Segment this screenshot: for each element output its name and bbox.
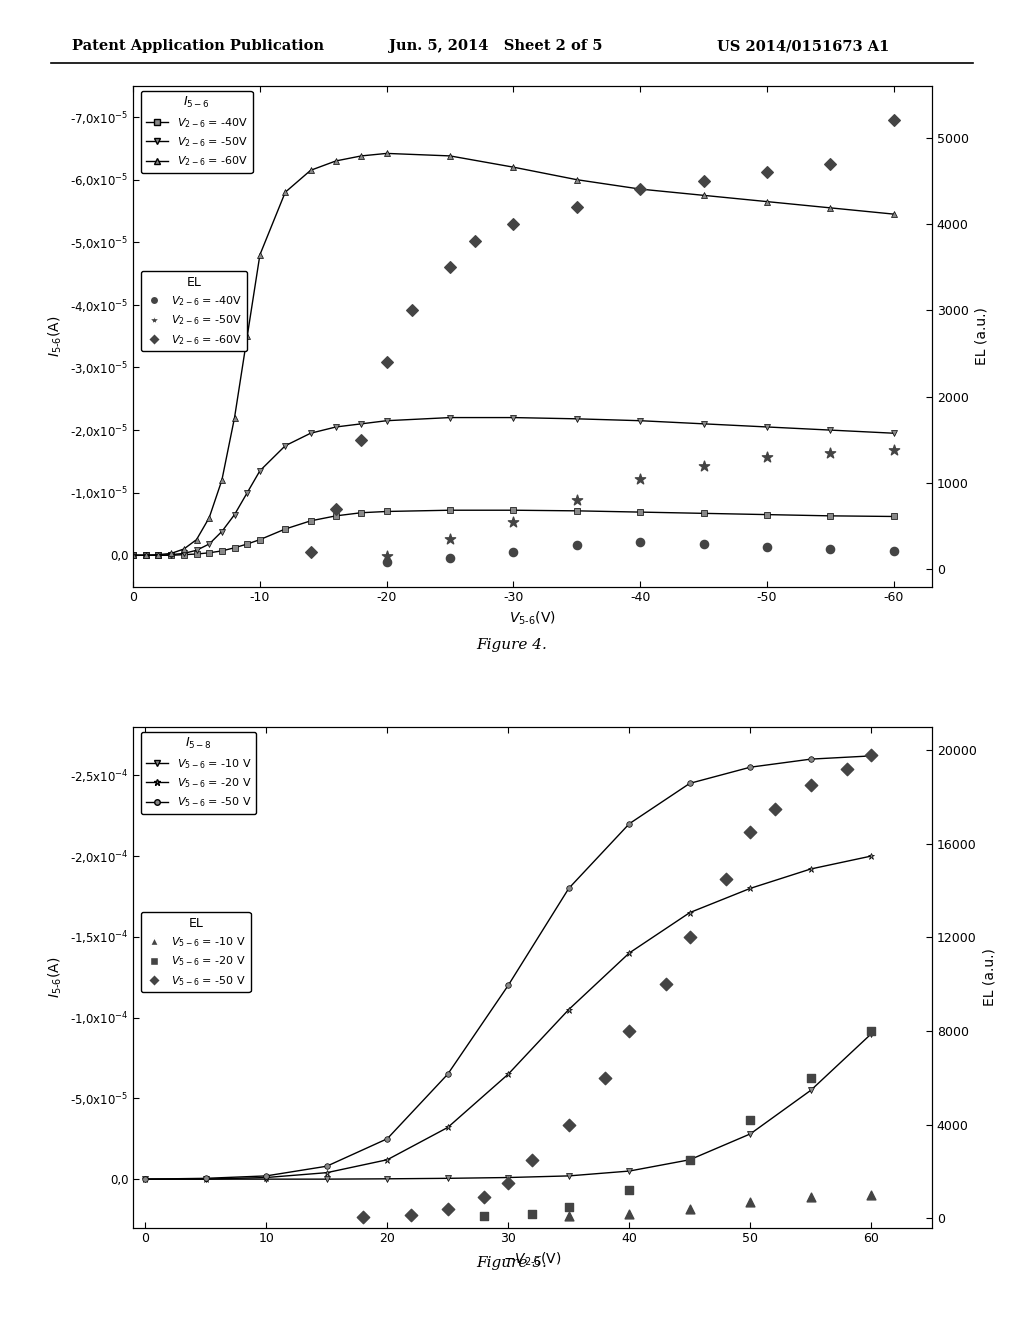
Point [863, 744, 880, 766]
Text: US 2014/0151673 A1: US 2014/0151673 A1 [717, 40, 889, 53]
Point [353, 429, 370, 450]
Point [597, 1068, 613, 1089]
Point [302, 541, 318, 562]
Point [839, 759, 855, 780]
Text: Figure 4.: Figure 4. [476, 639, 548, 652]
Point [524, 1203, 541, 1224]
Point [632, 178, 648, 199]
Point [379, 552, 395, 573]
Point [500, 1172, 516, 1193]
Legend: $V_{5-6}$ = -10 V, $V_{5-6}$ = -20 V, $V_{5-6}$ = -50 V: $V_{5-6}$ = -10 V, $V_{5-6}$ = -20 V, $V… [141, 912, 251, 993]
Point [328, 499, 344, 520]
Point [560, 1114, 577, 1135]
Point [863, 1020, 880, 1041]
Point [863, 1184, 880, 1205]
Point [505, 511, 521, 532]
Point [568, 197, 585, 218]
Point [632, 469, 648, 490]
Point [682, 927, 698, 948]
Point [695, 533, 712, 554]
Point [355, 1206, 372, 1228]
Text: Jun. 5, 2014   Sheet 2 of 5: Jun. 5, 2014 Sheet 2 of 5 [389, 40, 602, 53]
Point [803, 1187, 819, 1208]
Point [822, 539, 839, 560]
Point [822, 442, 839, 463]
Point [886, 541, 902, 562]
Point [682, 1199, 698, 1220]
Point [403, 1204, 420, 1225]
Point [442, 256, 459, 277]
Point [560, 1205, 577, 1226]
Point [467, 231, 483, 252]
Point [742, 1109, 759, 1130]
Point [822, 153, 839, 174]
X-axis label: $-V_{2\text{-}6}$(V): $-V_{2\text{-}6}$(V) [503, 1251, 562, 1269]
Point [568, 490, 585, 511]
Point [803, 775, 819, 796]
Point [439, 1199, 456, 1220]
Point [379, 351, 395, 372]
Text: Figure 5.: Figure 5. [476, 1257, 548, 1270]
X-axis label: $V_{5\text{-}6}$(V): $V_{5\text{-}6}$(V) [509, 610, 556, 627]
Point [622, 1203, 638, 1224]
Point [568, 535, 585, 556]
Point [695, 455, 712, 477]
Point [742, 821, 759, 842]
Point [476, 1205, 493, 1226]
Point [379, 545, 395, 566]
Point [524, 1150, 541, 1171]
Text: Patent Application Publication: Patent Application Publication [72, 40, 324, 53]
Point [657, 974, 674, 995]
Point [622, 1020, 638, 1041]
Point [442, 548, 459, 569]
Y-axis label: $I_{5\text{-}6}$(A): $I_{5\text{-}6}$(A) [47, 957, 65, 998]
Point [622, 1180, 638, 1201]
Y-axis label: $I_{5\text{-}6}$(A): $I_{5\text{-}6}$(A) [47, 315, 65, 356]
Point [759, 161, 775, 182]
Point [560, 1196, 577, 1217]
Point [476, 1187, 493, 1208]
Point [718, 869, 734, 890]
Point [403, 300, 420, 321]
Legend: $V_{2-6}$ = -40V, $V_{2-6}$ = -50V, $V_{2-6}$ = -60V: $V_{2-6}$ = -40V, $V_{2-6}$ = -50V, $V_{… [141, 271, 247, 351]
Point [742, 1191, 759, 1212]
Point [695, 170, 712, 191]
Point [442, 528, 459, 549]
Point [759, 446, 775, 467]
Point [759, 536, 775, 557]
Point [505, 214, 521, 235]
Point [766, 799, 782, 820]
Point [886, 440, 902, 461]
Point [803, 1068, 819, 1089]
Y-axis label: EL (a.u.): EL (a.u.) [974, 308, 988, 366]
Point [632, 531, 648, 552]
Point [505, 541, 521, 562]
Y-axis label: EL (a.u.): EL (a.u.) [982, 948, 996, 1006]
Point [886, 110, 902, 131]
Point [682, 1150, 698, 1171]
